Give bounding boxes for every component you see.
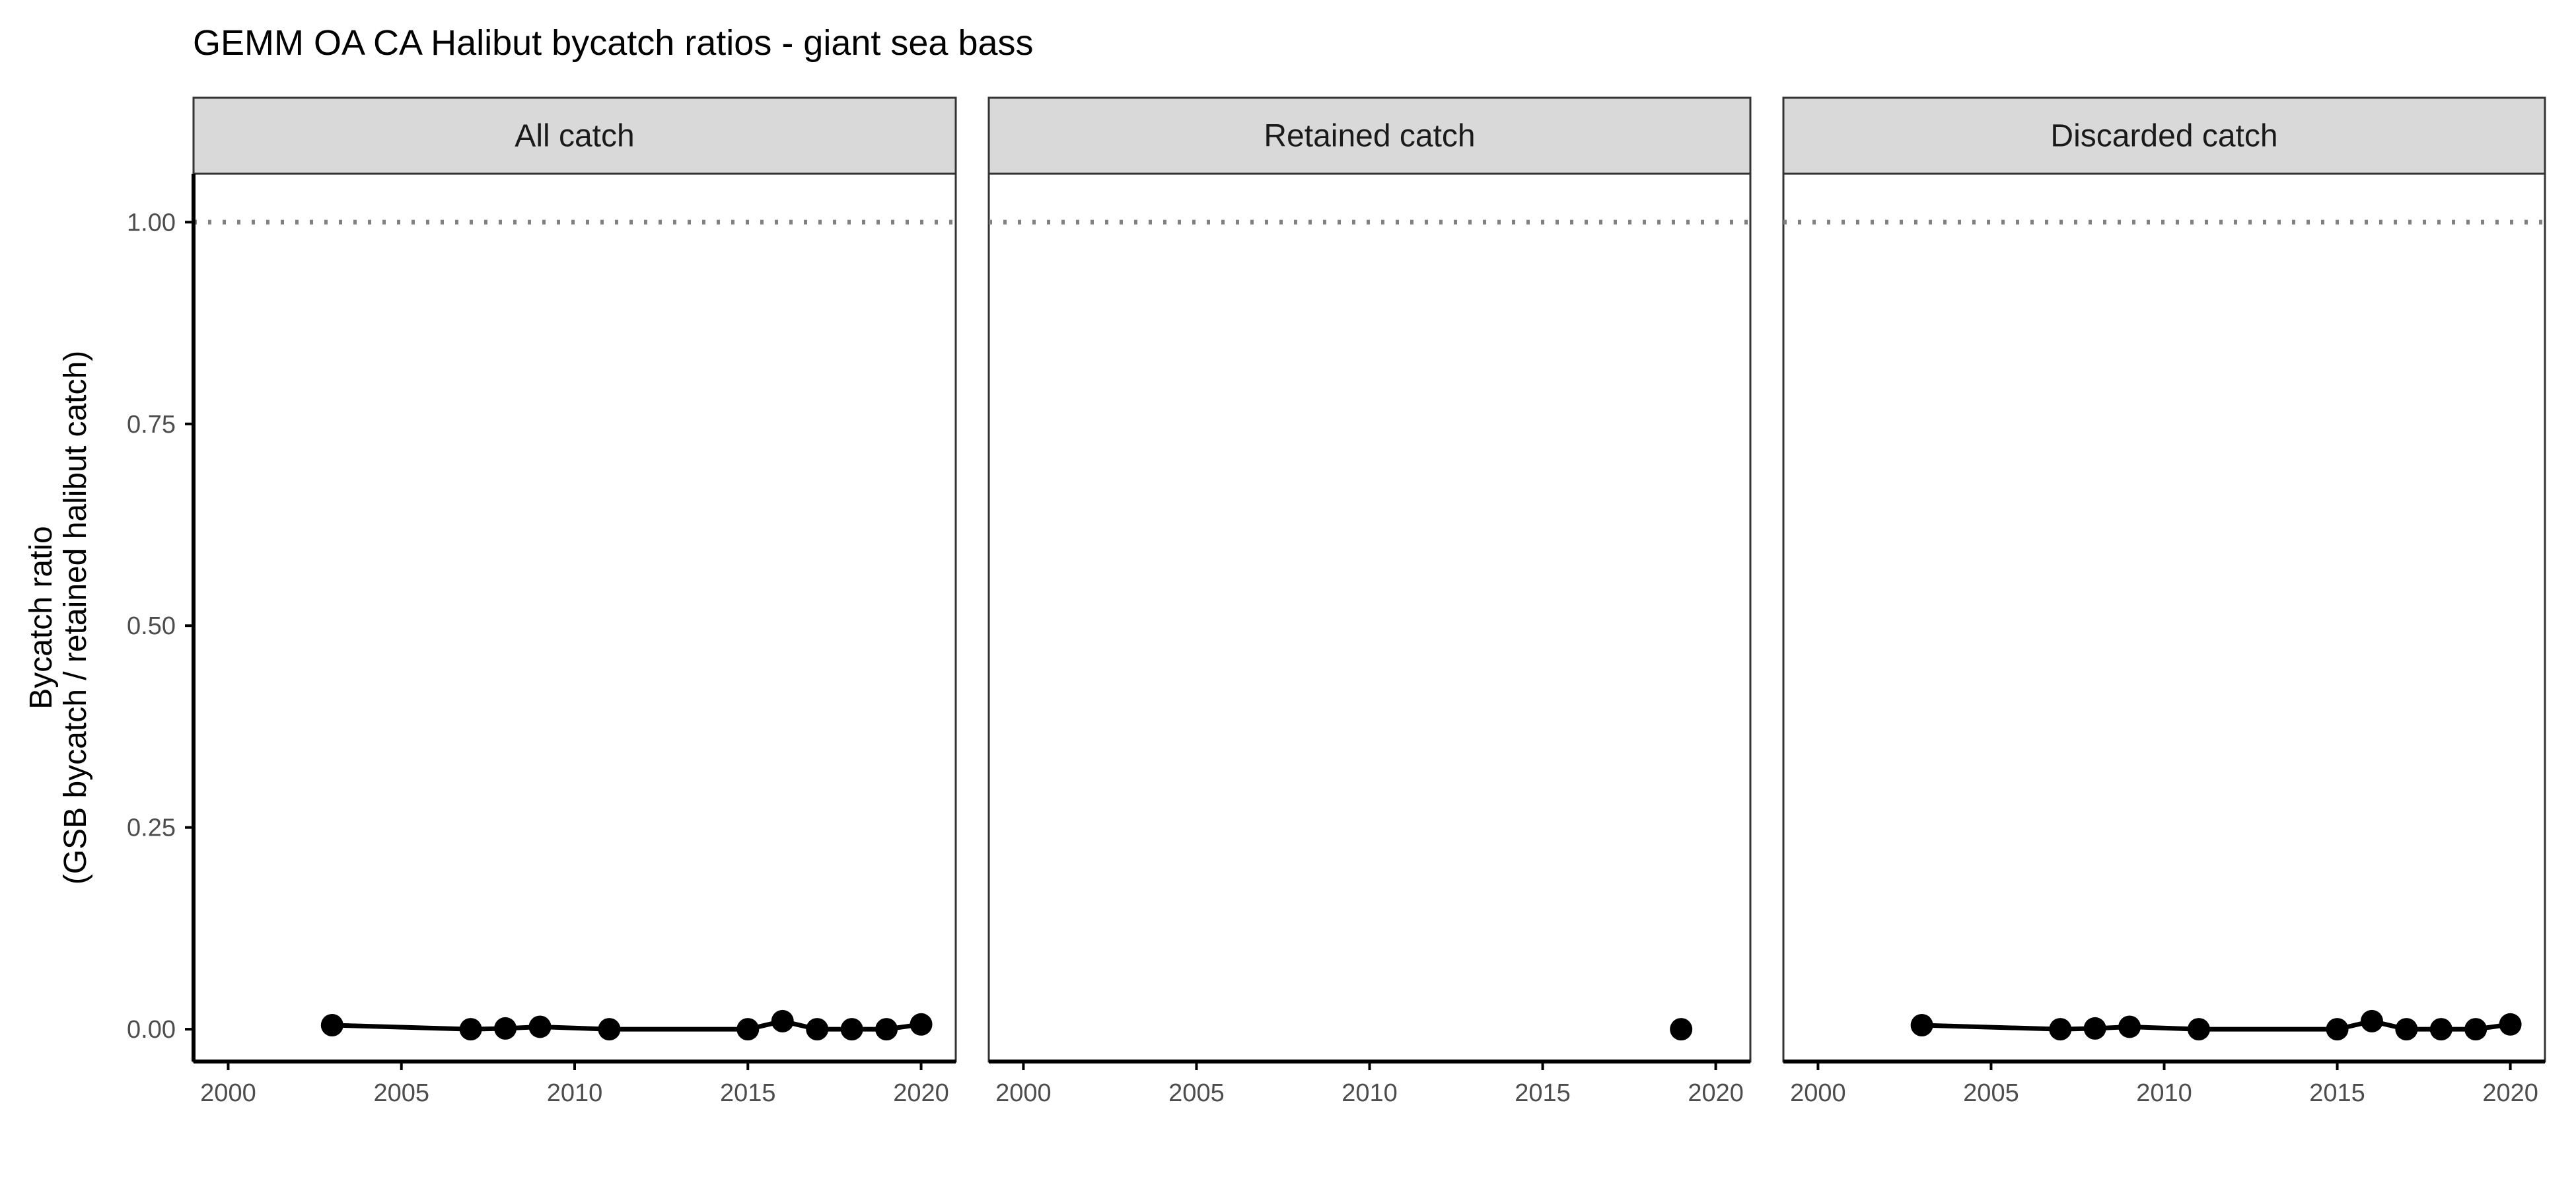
data-point	[875, 1018, 898, 1041]
x-tick-label: 2020	[2482, 1079, 2538, 1107]
y-axis-title-line-2: (GSB bycatch / retained halibut catch)	[58, 351, 93, 884]
data-point	[2499, 1013, 2522, 1036]
y-tick-label: 0.75	[127, 411, 176, 439]
panel-frame	[1782, 172, 2546, 1063]
x-tick-label: 2005	[1963, 1079, 2019, 1107]
x-tick-label: 2010	[1342, 1079, 1398, 1107]
panel-frame	[987, 172, 1752, 1063]
data-point	[2395, 1018, 2418, 1041]
data-point	[910, 1013, 933, 1036]
x-tick-label: 2020	[1688, 1079, 1744, 1107]
data-point	[2187, 1018, 2210, 1041]
panel-strip-label: Discarded catch	[2050, 119, 2277, 154]
data-point	[1670, 1018, 1693, 1041]
data-point	[2326, 1018, 2349, 1041]
data-point	[736, 1018, 760, 1041]
x-tick-label: 2000	[200, 1079, 256, 1107]
y-tick-label: 0.00	[127, 1016, 176, 1044]
x-tick-label: 2015	[720, 1079, 776, 1107]
x-tick-label: 2005	[1168, 1079, 1225, 1107]
data-point	[2049, 1018, 2072, 1041]
data-point	[771, 1009, 794, 1032]
panel-strip	[192, 96, 957, 175]
panel-strip-label: All catch	[515, 119, 634, 154]
x-tick-label: 2010	[2136, 1079, 2192, 1107]
data-point	[494, 1017, 517, 1040]
y-axis-title: Bycatch ratio (GSB bycatch / retained hal…	[24, 351, 93, 884]
data-point	[2118, 1015, 2141, 1038]
data-point	[2464, 1018, 2487, 1041]
data-point	[806, 1018, 829, 1041]
panel-3: Discarded catch 2000 2005 2010 2015 2020	[1782, 96, 2546, 1107]
x-tick-label: 2010	[547, 1079, 603, 1107]
panel-frame	[192, 172, 957, 1063]
data-point	[598, 1018, 621, 1041]
x-tick-label: 2020	[893, 1079, 949, 1107]
data-point	[320, 1014, 343, 1037]
data-point	[2429, 1018, 2452, 1041]
y-axis-title-line-1: Bycatch ratio	[24, 526, 59, 709]
y-tick-label: 0.25	[127, 814, 176, 842]
y-tick-label: 1.00	[127, 209, 176, 236]
chart-title: GEMM OA CA Halibut bycatch ratios - gian…	[193, 23, 1034, 63]
data-point	[528, 1015, 552, 1038]
data-point	[2360, 1009, 2383, 1032]
panel-2: Retained catch 2000 2005 2010 2015 2020	[987, 96, 1752, 1107]
x-tick-label: 2015	[1515, 1079, 1571, 1107]
data-point	[1910, 1014, 1933, 1037]
x-tick-label: 2000	[995, 1079, 1052, 1107]
panels: All catch 2000 2005 2010 2015 2020 0.00 0.25 0.5…	[127, 96, 2546, 1107]
panel-1: All catch 2000 2005 2010 2015 2020 0.00 0.25 0.5…	[127, 96, 957, 1107]
y-tick-label: 0.50	[127, 612, 176, 640]
data-point	[840, 1018, 863, 1041]
x-tick-label: 2015	[2309, 1079, 2365, 1107]
panel-strip	[1782, 96, 2546, 175]
data-point	[459, 1018, 482, 1041]
panel-strip-label: Retained catch	[1264, 119, 1475, 154]
x-tick-label: 2000	[1790, 1079, 1846, 1107]
data-point	[2083, 1017, 2106, 1040]
x-tick-label: 2005	[373, 1079, 429, 1107]
